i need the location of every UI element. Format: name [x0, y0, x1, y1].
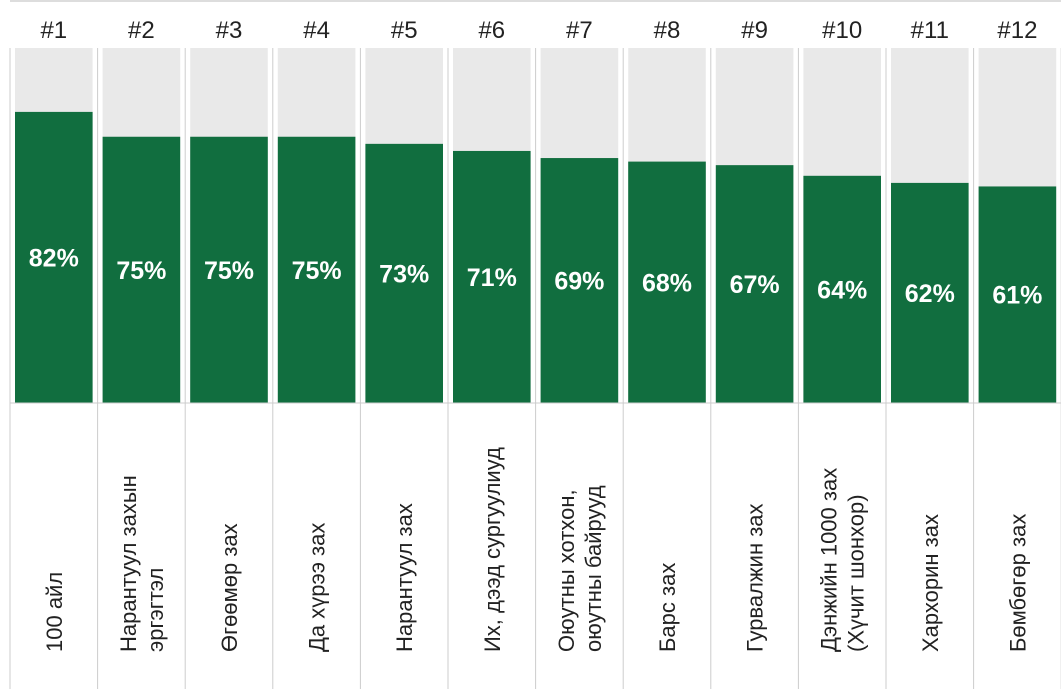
data-label: 73%	[379, 260, 429, 288]
category-label-line: Нарантуул зах	[392, 503, 417, 652]
category-label: Хархорин зах	[918, 514, 943, 652]
rank-label: #4	[303, 17, 330, 44]
bar	[453, 150, 531, 403]
data-label: 67%	[730, 271, 780, 299]
category-label-line: Бөмбөгөр зах	[1005, 514, 1030, 652]
rank-label: #7	[566, 17, 593, 44]
category-label-line: Оюутны хотхон,	[554, 489, 579, 652]
data-label: 61%	[992, 282, 1042, 310]
category-label: Бөмбөгөр зах	[1005, 514, 1030, 652]
rank-label: #1	[40, 17, 67, 44]
bar	[540, 158, 619, 403]
rank-label: #10	[822, 17, 862, 44]
data-label: 69%	[554, 268, 604, 296]
data-label: 75%	[116, 257, 166, 285]
data-label: 64%	[817, 276, 867, 304]
category-label-line: Их, дээд сургуулиуд	[480, 447, 505, 652]
category-label-line: Нарантуул захын	[116, 475, 141, 652]
bar	[715, 165, 794, 403]
rank-labels: #1 #2 #3 #4 #5 #6 #7 #8 #9 #10 #11 #12	[40, 17, 1037, 44]
category-label-line: Да хүрээ зах	[305, 523, 330, 652]
category-label: Гурвалжин зах	[743, 503, 768, 652]
category-label-line: оюутны байрууд	[581, 485, 606, 652]
data-label: 71%	[467, 264, 517, 292]
rank-label: #5	[391, 17, 418, 44]
category-label-line: Гурвалжин зах	[743, 503, 768, 652]
bar	[365, 143, 443, 403]
bar	[15, 111, 93, 404]
category-label: Өгөөмөр зах	[217, 523, 242, 652]
rank-label: #3	[216, 17, 243, 44]
rank-label: #6	[478, 17, 505, 44]
rank-label: #9	[741, 17, 768, 44]
category-label-line: 100 айл	[42, 572, 67, 652]
category-label: Нарантуул зах	[392, 503, 417, 652]
data-label: 75%	[292, 257, 342, 285]
rank-label: #12	[997, 17, 1037, 44]
category-label: 100 айл	[42, 572, 67, 652]
category-label-line: Барс зах	[655, 563, 680, 652]
bar	[102, 136, 181, 403]
category-label-line: Хархорин зах	[918, 514, 943, 652]
bar	[277, 136, 356, 403]
bar	[803, 175, 881, 403]
data-label: 68%	[642, 269, 692, 297]
category-grid	[9, 48, 1061, 689]
data-label: 75%	[204, 257, 254, 285]
bars	[15, 111, 1057, 404]
category-label-line: эргэгтэл	[143, 568, 168, 652]
data-label: 62%	[905, 280, 955, 308]
category-label: Да хүрээ зах	[305, 523, 330, 652]
bar	[628, 161, 706, 403]
rank-label: #2	[128, 17, 155, 44]
category-label-line: Өгөөмөр зах	[217, 523, 242, 652]
rank-label: #8	[654, 17, 681, 44]
bar	[190, 136, 268, 403]
category-label: Их, дээд сургуулиуд	[480, 447, 505, 652]
data-label: 82%	[29, 244, 79, 272]
bar	[891, 182, 969, 403]
rank-label: #11	[911, 17, 949, 44]
category-label: Дэнжийн 1000 зах(Хүчит шонхор)	[817, 468, 869, 652]
value-labels: 82% 75% 75% 75% 73% 71% 69% 68% 67% 64% 62% 61%	[29, 244, 1043, 309]
category-label: Барс зах	[655, 563, 680, 652]
bar	[978, 186, 1057, 403]
category-label: Нарантуул захынэргэгтэл	[116, 475, 168, 652]
category-labels: 100 айл Нарантуул захынэргэгтэл Өгөөмөр за…	[42, 447, 1031, 652]
category-label-line: Дэнжийн 1000 зах	[817, 468, 842, 652]
category-label-line: (Хүчит шонхор)	[844, 494, 869, 652]
category-label: Оюутны хотхон,оюутны байрууд	[554, 485, 606, 652]
